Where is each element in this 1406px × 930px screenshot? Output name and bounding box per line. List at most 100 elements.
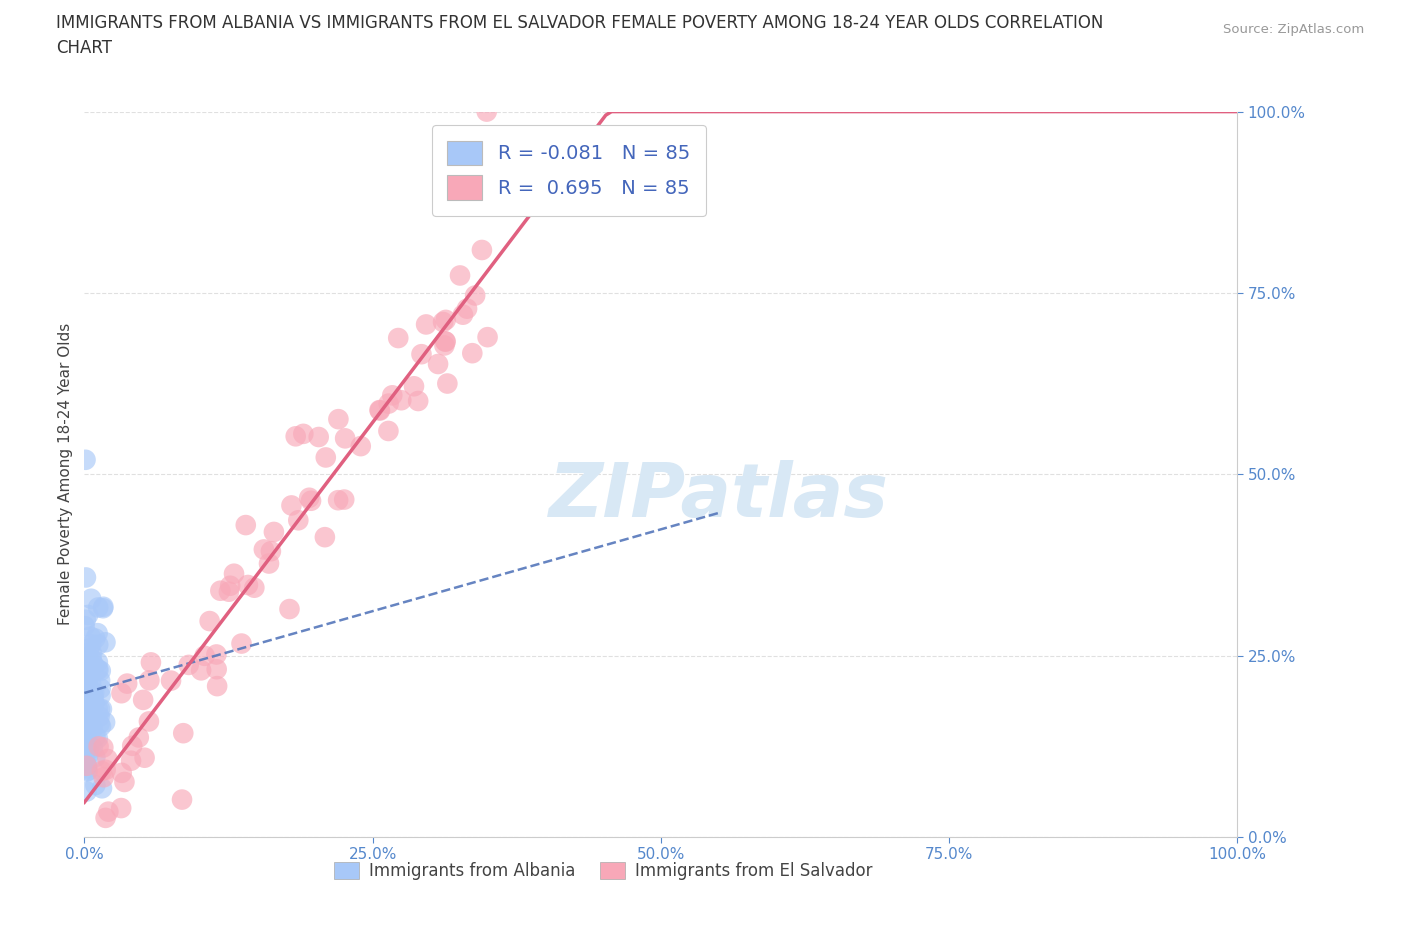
Point [73,708,96,723]
Point [79,720,101,735]
Point [402,379,425,393]
Point [110,801,132,816]
Point [475,104,498,119]
Point [299,493,322,508]
Point [83,685,105,700]
Point [76,702,98,717]
Point [76,681,98,696]
Point [79,629,101,644]
Point [87,739,110,754]
Point [198,614,221,629]
Point [76,689,98,704]
Point [83,690,105,705]
Point [434,312,457,327]
Point [121,738,143,753]
Point [260,544,283,559]
Point [328,412,350,427]
Point [75,741,97,756]
Point [110,685,132,700]
Point [76,711,98,726]
Point [278,602,301,617]
Point [77,748,100,763]
Point [350,439,373,454]
Point [89,716,111,731]
Point [90,719,112,734]
Point [91,701,114,716]
Point [368,403,391,418]
Point [87,701,110,716]
Point [434,334,457,349]
Point [84,729,107,744]
Point [432,314,454,329]
Point [139,655,162,670]
Point [284,429,307,444]
Point [387,330,409,345]
Point [87,600,110,615]
Point [138,673,160,688]
Point [79,688,101,703]
Point [77,656,100,671]
Point [471,243,494,258]
Point [449,268,471,283]
Point [433,338,456,352]
Point [87,637,110,652]
Point [170,792,193,807]
Point [75,732,97,747]
Point [94,635,117,650]
Point [436,376,458,391]
Point [333,431,356,445]
Point [231,636,253,651]
Point [132,693,155,708]
Point [79,706,101,721]
Point [115,676,138,691]
Point [205,679,228,694]
Point [451,307,474,322]
Point [333,492,356,507]
Point [94,715,117,730]
Point [77,607,100,622]
Point [86,662,108,677]
Point [77,740,100,755]
Point [368,403,391,418]
Point [222,566,245,581]
Point [91,601,114,616]
Point [82,740,104,755]
Point [292,427,315,442]
Point [120,753,142,768]
Point [82,646,104,661]
Point [194,648,217,663]
Point [90,663,112,678]
Point [87,655,110,670]
Point [461,346,484,361]
Point [89,673,111,688]
Point [76,764,98,779]
Point [91,740,114,755]
Point [77,700,100,715]
Point [89,702,111,717]
Point [77,677,100,692]
Point [79,718,101,733]
Point [298,490,321,505]
Point [205,662,228,677]
Point [243,580,266,595]
Point [80,637,103,652]
Point [205,647,228,662]
Point [315,450,337,465]
Point [73,650,96,665]
Point [80,676,103,691]
Point [77,670,100,684]
Point [76,758,98,773]
Point [456,301,478,316]
Point [93,599,115,614]
Point [96,751,118,766]
Point [75,726,97,741]
Point [73,618,96,633]
Point [134,751,156,765]
Point [94,810,117,825]
Point [114,775,136,790]
Point [257,556,280,571]
Text: ZIPatlas: ZIPatlas [548,459,889,533]
Point [314,530,336,545]
Point [93,770,115,785]
Point [326,493,349,508]
